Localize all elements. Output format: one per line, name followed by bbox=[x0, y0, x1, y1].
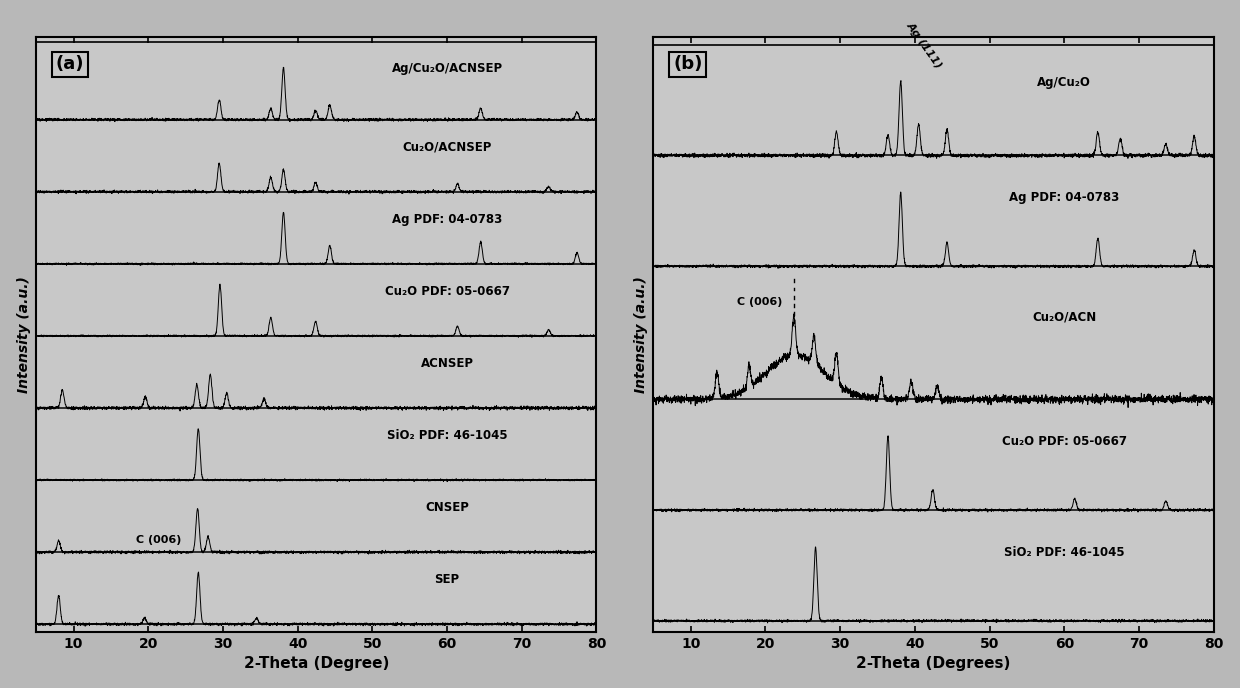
X-axis label: 2-Theta (Degree): 2-Theta (Degree) bbox=[243, 656, 389, 671]
Text: SiO₂ PDF: 46-1045: SiO₂ PDF: 46-1045 bbox=[1004, 546, 1125, 559]
Y-axis label: Intensity (a.u.): Intensity (a.u.) bbox=[16, 276, 31, 393]
Text: Cu₂O/ACN: Cu₂O/ACN bbox=[1032, 310, 1096, 323]
Text: C (006): C (006) bbox=[738, 297, 782, 308]
Text: (a): (a) bbox=[56, 55, 84, 73]
Text: Cu₂O PDF: 05-0667: Cu₂O PDF: 05-0667 bbox=[1002, 435, 1127, 448]
Text: Ag/Cu₂O/ACNSEP: Ag/Cu₂O/ACNSEP bbox=[392, 62, 502, 75]
Text: SiO₂ PDF: 46-1045: SiO₂ PDF: 46-1045 bbox=[387, 429, 507, 442]
Text: Ag PDF: 04-0783: Ag PDF: 04-0783 bbox=[392, 213, 502, 226]
Text: C (006): C (006) bbox=[136, 535, 182, 545]
Text: ACNSEP: ACNSEP bbox=[420, 357, 474, 369]
Text: Cu₂O/ACNSEP: Cu₂O/ACNSEP bbox=[402, 140, 492, 153]
Text: CNSEP: CNSEP bbox=[425, 501, 469, 514]
Y-axis label: Intensity (a.u.): Intensity (a.u.) bbox=[634, 276, 647, 393]
Text: (b): (b) bbox=[673, 55, 702, 73]
X-axis label: 2-Theta (Degrees): 2-Theta (Degrees) bbox=[857, 656, 1011, 671]
Text: Cu₂O PDF: 05-0667: Cu₂O PDF: 05-0667 bbox=[384, 285, 510, 298]
Text: Ag/Cu₂O: Ag/Cu₂O bbox=[1038, 76, 1091, 89]
Text: Ag PDF: 04-0783: Ag PDF: 04-0783 bbox=[1009, 191, 1120, 204]
Text: SEP: SEP bbox=[434, 573, 460, 586]
Text: Ag (111): Ag (111) bbox=[904, 20, 944, 70]
